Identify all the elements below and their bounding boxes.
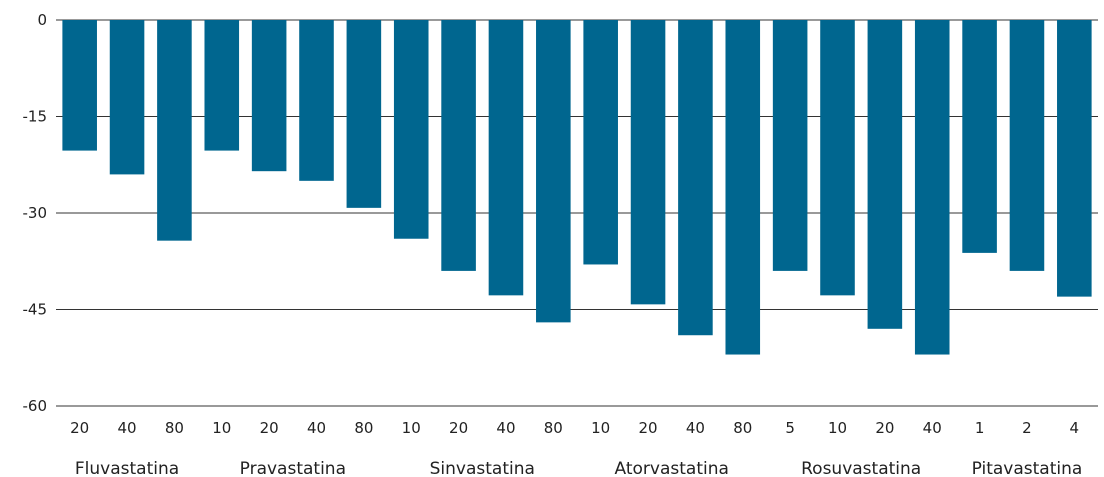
x-tick-label: 40 [117, 419, 136, 437]
y-tick-label: -15 [23, 108, 48, 126]
y-tick-label: -30 [23, 204, 48, 222]
bar [1057, 20, 1092, 297]
bar [346, 20, 382, 208]
y-tick-label: 0 [37, 11, 47, 29]
group-labels: Fluvastatina Pravastatina Sinvastatina Ator… [75, 459, 1082, 477]
x-tick-label: 40 [923, 419, 942, 437]
x-tick-label: 80 [354, 419, 373, 437]
x-tick-label: 40 [307, 419, 326, 437]
y-tick-label: -60 [23, 397, 48, 415]
y-axis: 0 -15 -30 -45 -60 [23, 11, 48, 415]
x-tick-label: 80 [733, 419, 752, 437]
bar [204, 20, 240, 151]
x-axis: 20 40 80 10 20 40 80 10 20 40 80 10 20 40 80 5 10 20 40 1 2 4 [70, 419, 1079, 437]
bar [678, 20, 713, 336]
bar [962, 20, 997, 253]
x-tick-label: 10 [402, 419, 421, 437]
y-tick-label: -45 [23, 301, 48, 319]
bar [157, 20, 192, 241]
x-tick-label: 20 [449, 419, 468, 437]
x-tick-label: 80 [165, 419, 184, 437]
group-label: Sinvastatina [430, 459, 535, 477]
bar [725, 20, 761, 355]
group-label: Rosuvastatina [801, 459, 921, 477]
x-tick-label: 10 [828, 419, 847, 437]
group-label: Fluvastatina [75, 459, 179, 477]
x-tick-label: 1 [975, 419, 985, 437]
bar [536, 20, 571, 323]
bar [583, 20, 618, 265]
x-tick-label: 2 [1022, 419, 1032, 437]
bar [299, 20, 334, 181]
bar [1009, 20, 1045, 271]
bar [772, 20, 808, 271]
bar [62, 20, 97, 151]
bar [914, 20, 950, 355]
group-label: Pravastatina [240, 459, 346, 477]
x-tick-label: 40 [686, 419, 705, 437]
x-tick-label: 10 [212, 419, 231, 437]
x-tick-label: 10 [591, 419, 610, 437]
x-tick-label: 40 [496, 419, 515, 437]
group-label: Atorvastatina [615, 459, 729, 477]
group-label: Pitavastatina [972, 459, 1083, 477]
x-tick-label: 80 [544, 419, 563, 437]
bar [393, 20, 429, 239]
bar [630, 20, 666, 305]
x-tick-label: 20 [875, 419, 894, 437]
x-tick-label: 20 [260, 419, 279, 437]
bar [820, 20, 855, 296]
bar [488, 20, 524, 296]
x-tick-label: 20 [638, 419, 657, 437]
bar [867, 20, 903, 329]
bar [109, 20, 145, 175]
bars [62, 20, 1092, 355]
x-tick-label: 4 [1070, 419, 1080, 437]
bar [441, 20, 476, 271]
x-tick-label: 20 [70, 419, 89, 437]
x-tick-label: 5 [785, 419, 795, 437]
bar [251, 20, 287, 172]
